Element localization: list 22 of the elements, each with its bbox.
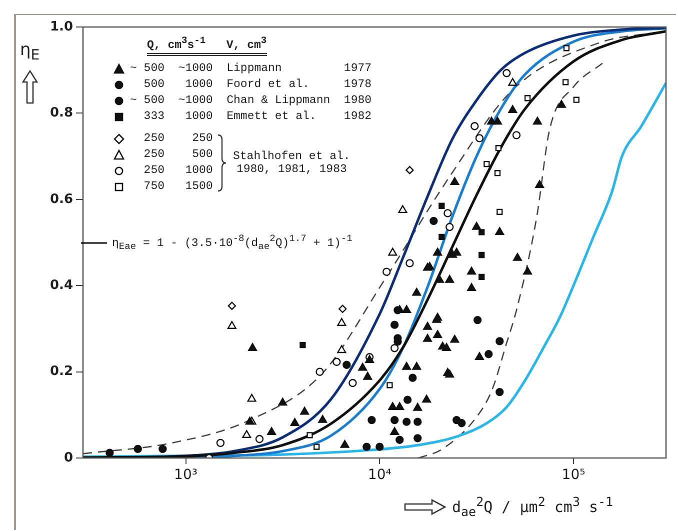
y-tick-label: 1.0 bbox=[50, 19, 73, 34]
legend-label: 500 1000 Foord et al. 1978 bbox=[142, 78, 372, 92]
y-tick-label: 0.4 bbox=[50, 278, 73, 293]
text: Q, cm$^{3}$s$^{-1}$ V, cm$^{3}$ bbox=[147, 35, 267, 52]
text: d$_{ae}$$^{2}$Q / µm$^{2}$ cm$^{3}$ s$^{-1}$ bbox=[452, 494, 614, 519]
x-tick-label: 10⁵ bbox=[562, 467, 586, 484]
x-tick-label: 10⁴ bbox=[368, 467, 392, 484]
legend-label: 250 500 bbox=[142, 148, 213, 162]
y-tick-label: 0.6 bbox=[50, 192, 73, 207]
legend-label: ~ 500 ~1000 Chan & Lippmann 1980 bbox=[130, 94, 372, 108]
y-tick-label: 0 bbox=[64, 450, 73, 466]
legend-label: 250 1000 bbox=[142, 164, 213, 178]
x-tick-label: 10³ bbox=[174, 467, 198, 484]
legend-label: ~ 500 ~1000 Lippmann 1977 bbox=[130, 62, 372, 76]
y-tick-label: 0.2 bbox=[50, 364, 73, 380]
annotation: Stahlhofen et al. 1980, 1981, 1983 bbox=[233, 150, 350, 176]
y-tick-label: 0.8 bbox=[50, 106, 73, 121]
y-axis-title: η$_{E}$ bbox=[20, 40, 40, 64]
legend-label: 333 1000 Emmett et al. 1982 bbox=[142, 110, 372, 124]
legend-label: 250 250 bbox=[142, 132, 213, 146]
text: η$_{Eae}$ = 1 - (3.5·10$^{-8}$(d$_{ae}$$^{2}$Q)$^{1.7}$ + 1)$^{-1}$ bbox=[112, 233, 352, 252]
legend-label: 750 1500 bbox=[142, 180, 213, 194]
